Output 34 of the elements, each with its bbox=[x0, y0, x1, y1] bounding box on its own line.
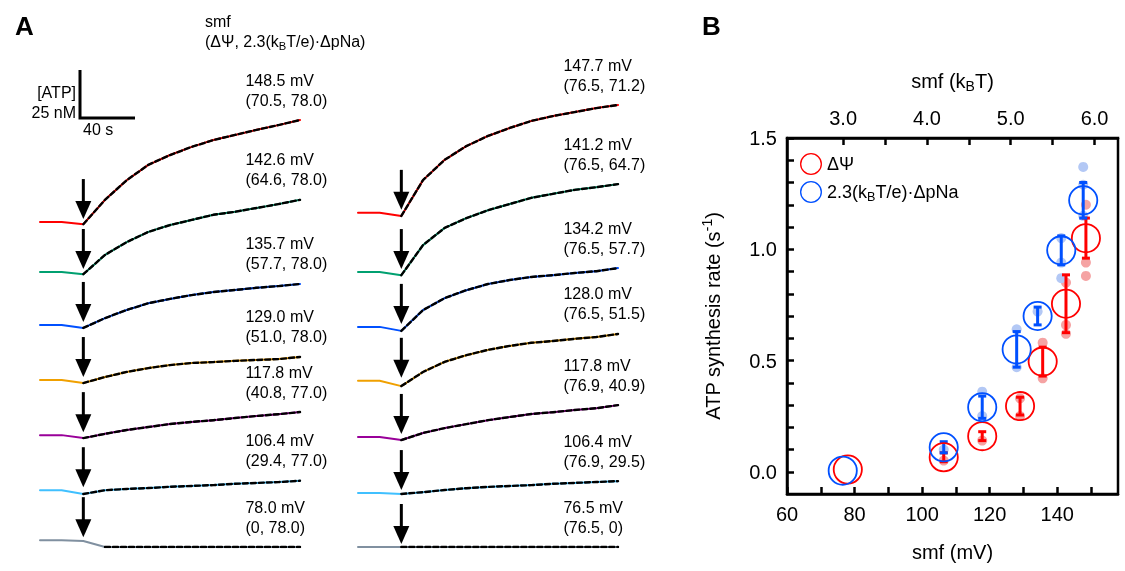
annotation: 117.8 mV (76.9, 40.9) bbox=[563, 356, 646, 394]
annotation: 78.0 mV (0, 78.0) bbox=[245, 498, 306, 536]
annotation: 135.7 mV (57.7, 78.0) bbox=[245, 235, 328, 273]
x-tick-label: 60 bbox=[775, 503, 799, 525]
x-axis-title: smf (mV) bbox=[911, 540, 994, 563]
x2-tick-label: 3.0 bbox=[829, 107, 858, 129]
y-axis-title: [ATP] 25 nM bbox=[31, 83, 76, 121]
y-tick-label: 1.0 bbox=[749, 238, 777, 261]
text: 147.7 mV (76.5, 71.2) bbox=[563, 56, 646, 94]
x-tick-label: 80 bbox=[843, 503, 866, 525]
legend-label: ΔΨ bbox=[827, 154, 855, 174]
annotation: 106.4 mV (29.4, 77.0) bbox=[245, 432, 328, 470]
annotation: 76.5 mV (76.5, 0) bbox=[563, 498, 624, 536]
annotation: 106.4 mV (76.9, 29.5) bbox=[563, 432, 646, 470]
y-axis-title: ATP synthesis rate (s-1) bbox=[699, 212, 724, 420]
annotation: 142.6 mV (64.6, 78.0) bbox=[245, 151, 328, 189]
x-axis-title: 40 s bbox=[83, 120, 114, 138]
x2-tick-label: 4.0 bbox=[913, 107, 941, 129]
x-tick-label: 100 bbox=[905, 503, 939, 525]
x-tick-label: 140 bbox=[1040, 503, 1074, 525]
annotation: 117.8 mV (40.8, 77.0) bbox=[245, 363, 328, 401]
annotation: 129.0 mV (51.0, 78.0) bbox=[245, 308, 328, 346]
y-tick-label: 0.5 bbox=[749, 349, 777, 372]
x2-tick-label: 6.0 bbox=[1080, 107, 1109, 129]
x-tick-label: 120 bbox=[972, 503, 1007, 525]
annotation: 141.2 mV (76.5, 64.7) bbox=[563, 135, 646, 173]
chart-title: A bbox=[15, 11, 34, 41]
chart-title: B bbox=[702, 11, 721, 41]
y-tick-label: 0.0 bbox=[749, 460, 777, 483]
annotation: 134.2 mV (76.5, 57.7) bbox=[563, 219, 646, 257]
x2-tick-label: 5.0 bbox=[996, 107, 1025, 129]
annotation: 128.0 mV (76.5, 51.5) bbox=[563, 285, 646, 323]
y-tick-label: 1.5 bbox=[749, 127, 777, 149]
text: 148.5 mV (70.5, 78.0) bbox=[245, 71, 328, 109]
